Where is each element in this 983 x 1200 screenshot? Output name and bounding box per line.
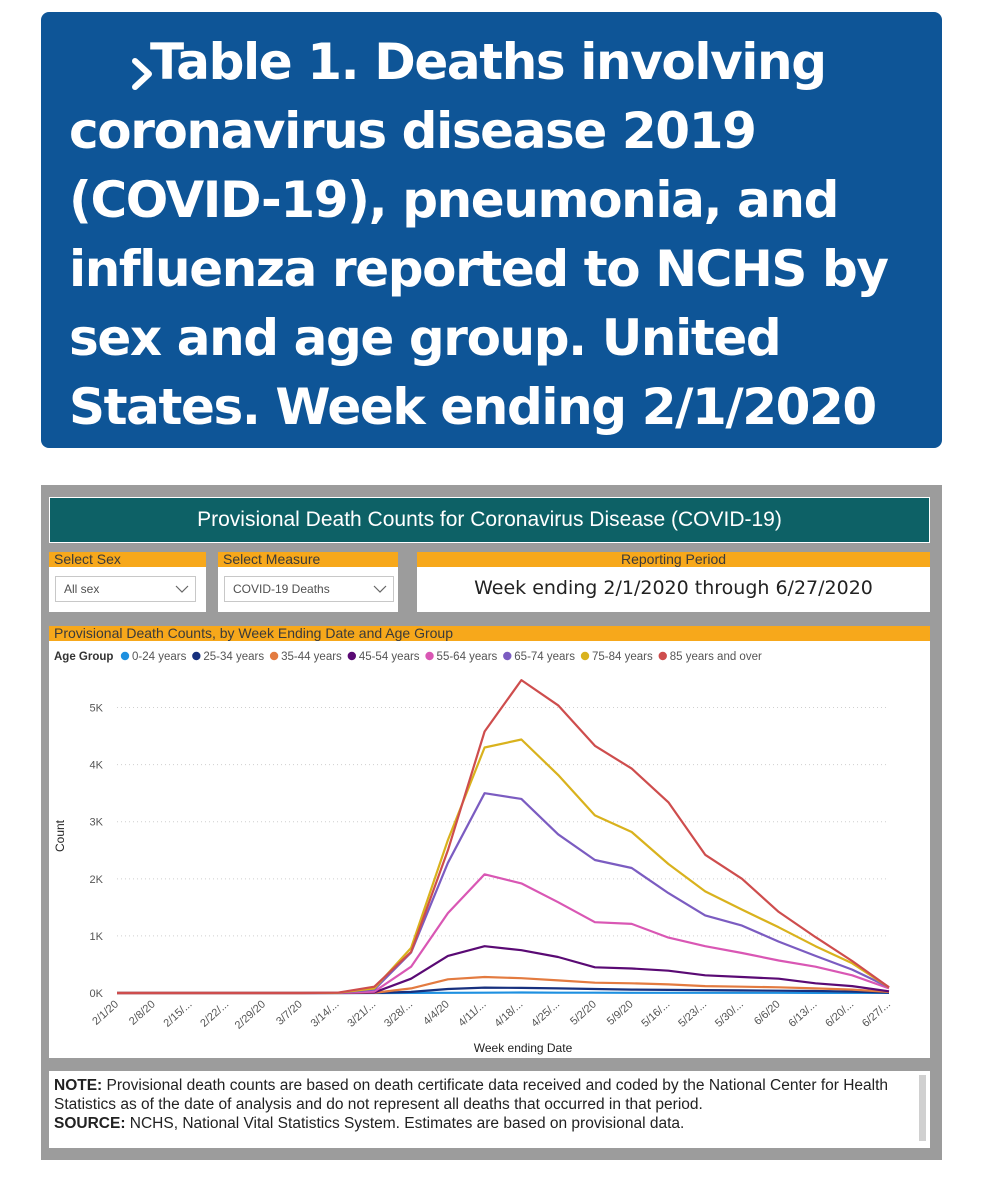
- note-text: NOTE: Provisional death counts are based…: [54, 1076, 916, 1133]
- y-tick-label: 1K: [90, 931, 104, 943]
- x-tick-label: 2/22/...: [198, 998, 231, 1029]
- reporting-period-value: Week ending 2/1/2020 through 6/27/2020: [474, 577, 873, 599]
- legend-marker: [580, 651, 590, 661]
- x-tick-label: 4/18/...: [492, 998, 525, 1029]
- legend-item: 25-34 years: [203, 651, 264, 663]
- x-tick-label: 2/1/20: [90, 998, 121, 1027]
- series-line-45-54-years: [117, 945, 890, 995]
- select-sex-panel: Select Sex All sex: [49, 552, 206, 612]
- x-tick-label: 5/9/20: [605, 998, 636, 1027]
- line-chart: Age Group 0-24 years 25-34 years 35-44 year…: [53, 651, 893, 1055]
- legend-item: 55-64 years: [437, 651, 498, 663]
- x-tick-label: 2/15/...: [162, 998, 195, 1029]
- x-tick-label: 2/8/20: [127, 998, 158, 1027]
- y-tick-label: 3K: [90, 817, 104, 829]
- x-tick-label: 6/20/...: [823, 998, 856, 1029]
- legend-marker: [503, 651, 512, 661]
- x-tick-label: 6/6/20: [752, 998, 783, 1027]
- legend-item: 0-24 years: [132, 651, 187, 663]
- x-axis-label: Week ending Date: [474, 1041, 573, 1055]
- select-measure-label: Select Measure: [218, 552, 398, 567]
- source-label: SOURCE:: [54, 1115, 126, 1132]
- x-tick-label: 3/7/20: [274, 998, 305, 1027]
- legend-marker: [347, 651, 357, 661]
- legend-item: 75-84 years: [592, 651, 653, 663]
- note-body: Provisional death counts are based on de…: [54, 1077, 889, 1113]
- x-tick-label: 5/30/...: [713, 998, 746, 1029]
- y-tick-label: 2K: [90, 874, 104, 886]
- x-tick-label: 4/25/...: [529, 998, 562, 1029]
- title-banner: [41, 12, 942, 448]
- chevron-down-icon: [175, 585, 189, 593]
- reporting-period-label: Reporting Period: [417, 552, 930, 567]
- y-tick-label: 0K: [90, 988, 104, 1000]
- y-tick-label: 4K: [90, 760, 104, 772]
- chart-panel-label: Provisional Death Counts, by Week Ending…: [49, 626, 930, 641]
- select-sex-dropdown[interactable]: All sex: [55, 576, 196, 602]
- legend-marker: [269, 651, 279, 661]
- legend-marker: [192, 651, 201, 661]
- x-tick-label: 5/2/20: [568, 998, 599, 1027]
- select-sex-label: Select Sex: [49, 552, 206, 567]
- x-tick-label: 2/29/20: [233, 998, 268, 1031]
- x-tick-label: 5/23/...: [676, 998, 709, 1029]
- x-tick-label: 3/28/...: [382, 998, 415, 1029]
- note-panel: NOTE: Provisional death counts are based…: [49, 1071, 930, 1148]
- reporting-period-panel: Reporting Period Week ending 2/1/2020 th…: [417, 552, 930, 612]
- x-tick-label: 5/16/...: [639, 998, 672, 1029]
- legend-item: 35-44 years: [281, 651, 342, 663]
- y-axis-label: Count: [53, 819, 67, 852]
- select-measure-dropdown[interactable]: COVID-19 Deaths: [224, 576, 394, 602]
- series-line-55-64-years: [117, 873, 890, 995]
- page-title: Table 1. Deaths involving coronavirus di…: [69, 33, 889, 505]
- series-line-65-74-years: [117, 792, 890, 995]
- note-label: NOTE:: [54, 1077, 103, 1094]
- legend-marker: [658, 651, 667, 661]
- note-scrollbar[interactable]: [919, 1075, 926, 1141]
- series-line-75-84-years: [117, 738, 890, 995]
- legend-title: Age Group: [54, 651, 113, 663]
- legend-marker: [425, 651, 434, 661]
- x-tick-label: 3/14/...: [309, 998, 342, 1029]
- select-measure-value: COVID-19 Deaths: [233, 582, 330, 596]
- legend-item: 65-74 years: [514, 651, 575, 663]
- select-sex-value: All sex: [64, 582, 100, 596]
- series-line-85-years-and-over: [117, 678, 890, 995]
- legend-item: 85 years and over: [670, 651, 762, 663]
- y-tick-label: 5K: [90, 703, 104, 715]
- source-body: NCHS, National Vital Statistics System. …: [125, 1115, 685, 1132]
- dashboard-frame: Provisional Death Counts for Coronavirus…: [41, 485, 942, 1160]
- x-tick-label: 6/13/...: [786, 998, 819, 1029]
- x-tick-label: 6/27/...: [860, 998, 893, 1029]
- dashboard-header: Provisional Death Counts for Coronavirus…: [49, 497, 930, 543]
- legend-marker: [120, 651, 130, 661]
- legend-item: 45-54 years: [359, 651, 420, 663]
- select-measure-panel: Select Measure COVID-19 Deaths: [218, 552, 398, 612]
- chevron-right-icon[interactable]: [129, 56, 159, 92]
- x-tick-label: 3/21/...: [345, 998, 378, 1029]
- x-tick-label: 4/11/...: [456, 998, 488, 1029]
- x-tick-label: 4/4/20: [421, 998, 452, 1027]
- chevron-down-icon: [373, 585, 387, 593]
- chart-panel: Provisional Death Counts, by Week Ending…: [49, 626, 930, 1058]
